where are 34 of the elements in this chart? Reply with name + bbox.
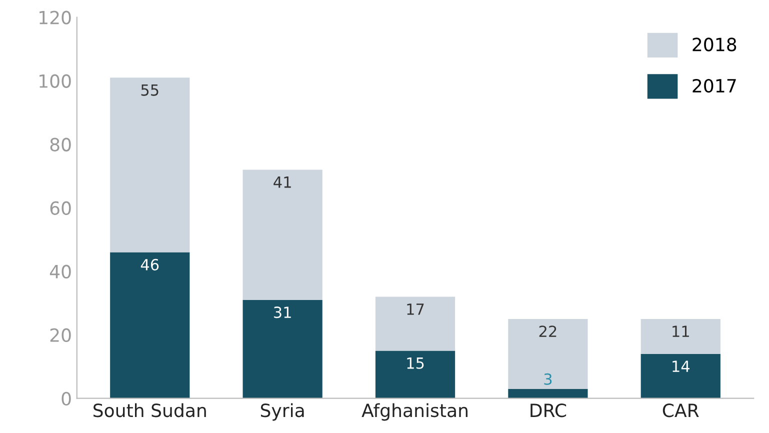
x-tick-label: CAR xyxy=(662,404,699,418)
y-tick-label: 40 xyxy=(50,264,71,278)
data-label: 11 xyxy=(672,326,689,337)
data-label: 22 xyxy=(539,326,556,337)
bar xyxy=(640,354,720,398)
bar xyxy=(110,78,190,252)
bar xyxy=(110,252,190,398)
y-tick-label: 0 xyxy=(62,392,71,406)
data-label: 41 xyxy=(274,176,291,188)
legend-label: 2018 xyxy=(692,38,736,52)
x-tick-label: Afghanistan xyxy=(362,403,468,421)
legend-label: 2017 xyxy=(692,78,736,93)
x-tick-label: South Sudan xyxy=(94,403,206,418)
y-tick-label: 120 xyxy=(40,10,71,24)
y-tick-label: 80 xyxy=(50,138,71,152)
y-tick-label: 20 xyxy=(50,328,71,342)
data-label: 46 xyxy=(140,258,159,270)
data-label: 3 xyxy=(544,373,552,385)
bar xyxy=(375,296,456,351)
x-tick-label: Syria xyxy=(260,403,304,421)
y-tick-label: 100 xyxy=(40,74,71,88)
bar xyxy=(508,318,588,389)
bar xyxy=(242,170,322,300)
data-label: 15 xyxy=(407,358,424,369)
data-label: 55 xyxy=(141,84,158,96)
data-label: 14 xyxy=(672,360,690,372)
x-tick-label: DRC xyxy=(530,404,566,418)
bar xyxy=(242,300,322,398)
bar xyxy=(508,388,588,398)
data-label: 17 xyxy=(407,304,424,315)
data-label: 31 xyxy=(274,306,291,318)
bar xyxy=(640,318,720,354)
y-tick-label: 60 xyxy=(50,201,71,215)
bar xyxy=(375,350,456,398)
